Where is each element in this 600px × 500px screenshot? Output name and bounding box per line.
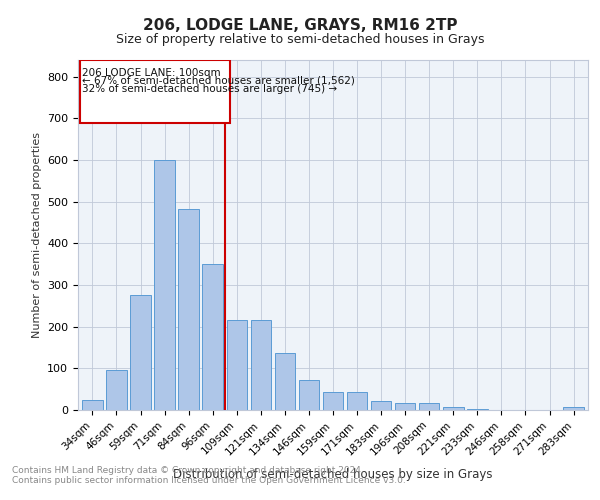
Bar: [419, 403, 439, 410]
Bar: [299, 380, 319, 410]
Bar: [395, 403, 415, 410]
Y-axis label: Number of semi-detached properties: Number of semi-detached properties: [32, 132, 41, 338]
Bar: [130, 296, 151, 410]
Bar: [347, 392, 367, 410]
Text: Contains HM Land Registry data © Crown copyright and database right 2024.
Contai: Contains HM Land Registry data © Crown c…: [12, 466, 406, 485]
Bar: [154, 160, 175, 410]
Text: 206, LODGE LANE, GRAYS, RM16 2TP: 206, LODGE LANE, GRAYS, RM16 2TP: [143, 18, 457, 32]
Text: 206 LODGE LANE: 100sqm: 206 LODGE LANE: 100sqm: [82, 68, 220, 78]
Bar: [563, 407, 584, 410]
Text: ← 67% of semi-detached houses are smaller (1,562): ← 67% of semi-detached houses are smalle…: [82, 76, 355, 86]
Bar: [202, 264, 223, 410]
Text: 32% of semi-detached houses are larger (745) →: 32% of semi-detached houses are larger (…: [82, 84, 337, 94]
Bar: [82, 400, 103, 410]
FancyBboxPatch shape: [80, 60, 230, 122]
Text: Size of property relative to semi-detached houses in Grays: Size of property relative to semi-detach…: [116, 32, 484, 46]
Bar: [275, 353, 295, 410]
Bar: [371, 401, 391, 410]
Bar: [251, 320, 271, 410]
Bar: [227, 320, 247, 410]
Bar: [323, 392, 343, 410]
Bar: [106, 370, 127, 410]
Bar: [443, 407, 464, 410]
Bar: [467, 409, 488, 410]
Bar: [178, 209, 199, 410]
X-axis label: Distribution of semi-detached houses by size in Grays: Distribution of semi-detached houses by …: [173, 468, 493, 480]
